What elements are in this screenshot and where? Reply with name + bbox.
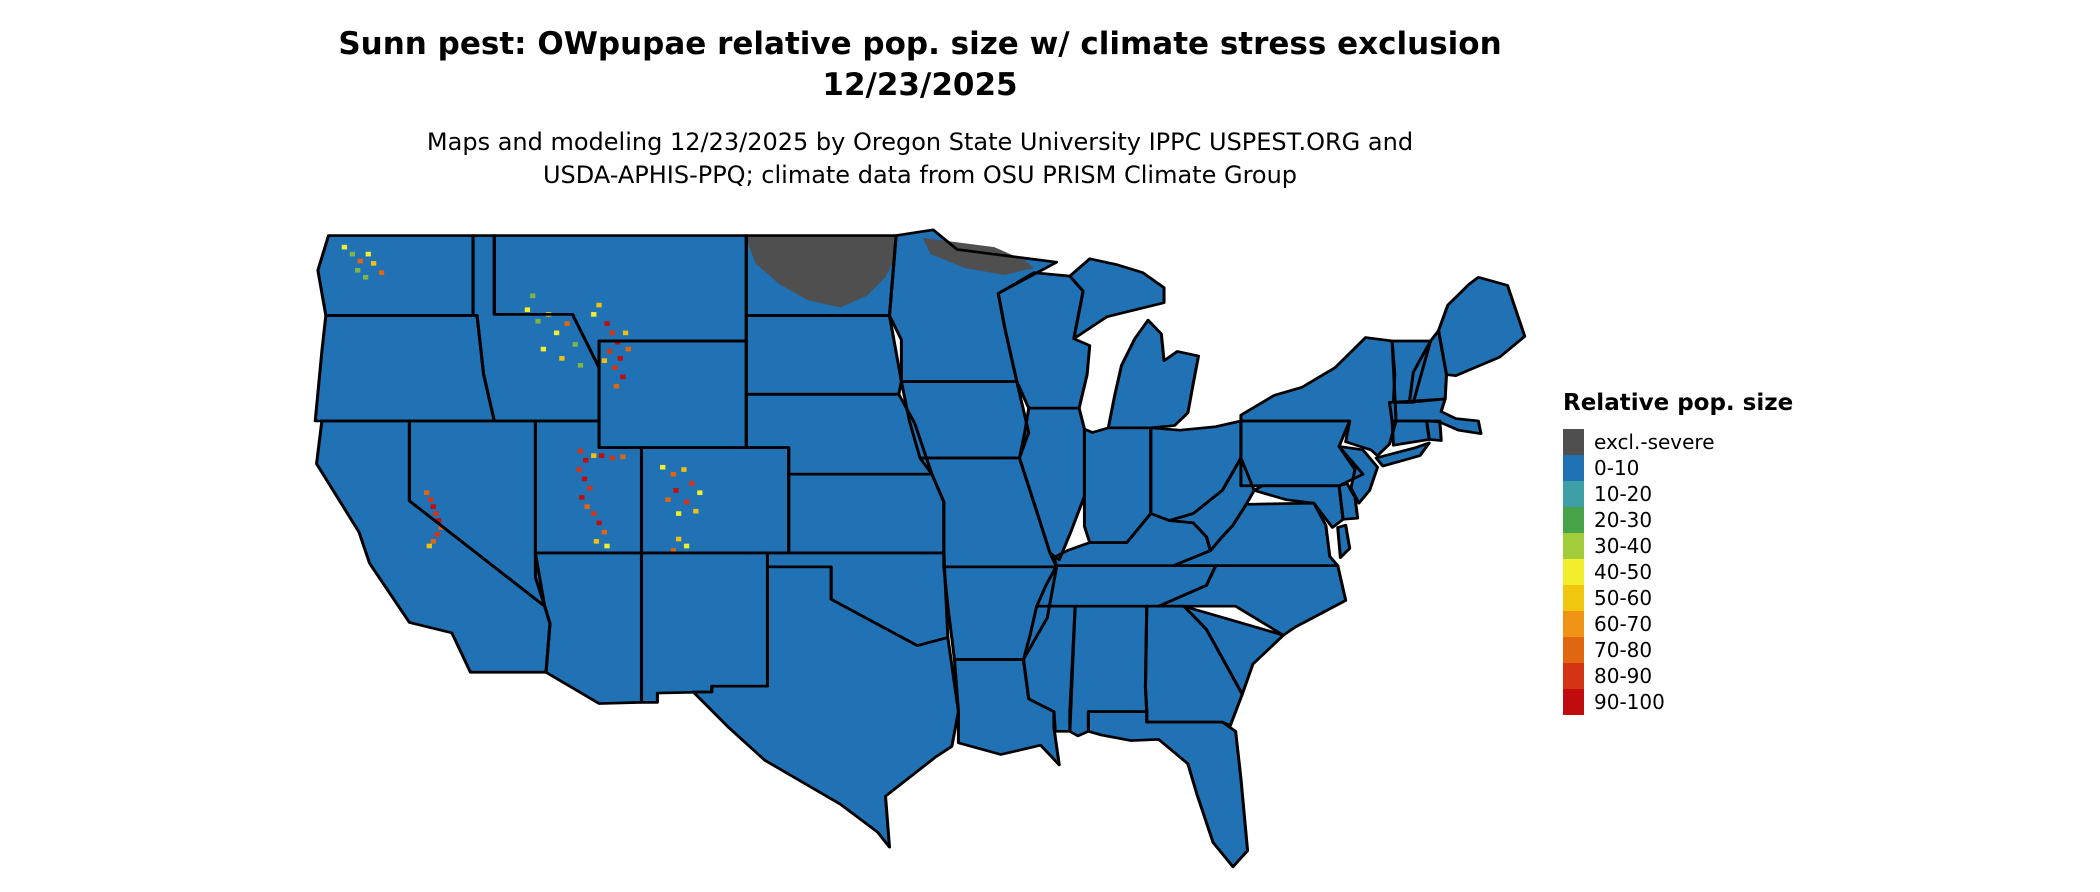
us-map — [298, 224, 1538, 890]
state-fill-layer — [315, 229, 1525, 867]
map-subtitle: Maps and modeling 12/23/2025 by Oregon S… — [0, 126, 1840, 192]
population-hotspot-layer — [341, 244, 703, 553]
us-map-svg — [313, 228, 1527, 869]
legend-item: 40-50 — [1563, 559, 1793, 585]
legend-item: 20-30 — [1563, 507, 1793, 533]
legend-swatch — [1563, 611, 1584, 637]
legend-swatch — [1563, 585, 1584, 611]
map-title-line2: 12/23/2025 — [822, 67, 1018, 103]
legend-swatch — [1563, 481, 1584, 507]
legend-swatch — [1563, 689, 1584, 715]
legend-swatch — [1563, 533, 1584, 559]
legend-label: 80-90 — [1594, 664, 1653, 688]
legend-swatch — [1563, 637, 1584, 663]
legend-swatch — [1563, 429, 1584, 455]
legend-label: 10-20 — [1594, 482, 1653, 506]
climate-exclusion-layer — [744, 235, 1035, 308]
legend-swatch — [1563, 455, 1584, 481]
legend-swatch — [1563, 663, 1584, 689]
map-subtitle-line1: Maps and modeling 12/23/2025 by Oregon S… — [426, 128, 1414, 156]
legend-label: 50-60 — [1594, 586, 1653, 610]
legend-item: 80-90 — [1563, 663, 1793, 689]
legend: Relative pop. size excl.-severe 0-10 10-… — [1563, 390, 1793, 715]
legend-item: 50-60 — [1563, 585, 1793, 611]
legend-label: 40-50 — [1594, 560, 1653, 584]
legend-label: 20-30 — [1594, 508, 1653, 532]
legend-label: excl.-severe — [1594, 430, 1715, 454]
legend-item: 70-80 — [1563, 637, 1793, 663]
legend-item: 90-100 — [1563, 689, 1793, 715]
map-title-line1: Sunn pest: OWpupae relative pop. size w/… — [338, 26, 1502, 62]
map-subtitle-line2: USDA-APHIS-PPQ; climate data from OSU PR… — [542, 161, 1298, 189]
legend-label: 70-80 — [1594, 638, 1653, 662]
legend-label: 60-70 — [1594, 612, 1653, 636]
legend-label: 0-10 — [1594, 456, 1640, 480]
legend-item: 10-20 — [1563, 481, 1793, 507]
legend-item: 0-10 — [1563, 455, 1793, 481]
legend-swatch — [1563, 559, 1584, 585]
map-header: Sunn pest: OWpupae relative pop. size w/… — [0, 24, 1840, 192]
legend-title: Relative pop. size — [1563, 390, 1794, 416]
legend-swatch — [1563, 507, 1584, 533]
legend-label: 30-40 — [1594, 534, 1653, 558]
legend-item: 60-70 — [1563, 611, 1793, 637]
legend-item: 30-40 — [1563, 533, 1793, 559]
legend-label: 90-100 — [1594, 690, 1665, 714]
legend-item: excl.-severe — [1563, 429, 1793, 455]
